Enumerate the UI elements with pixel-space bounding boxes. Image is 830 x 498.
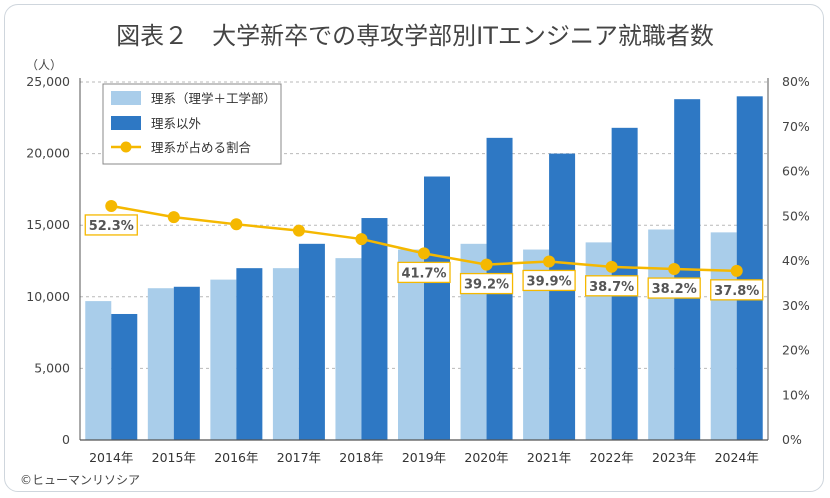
ratio-label-box	[459, 272, 514, 295]
y-left-tick-label: 10,000	[26, 289, 70, 304]
x-tick-label: 2020年	[464, 450, 508, 465]
ratio-data-label: 37.8%	[714, 284, 759, 299]
ratio-point	[292, 224, 305, 237]
x-tick-label: 2022年	[589, 450, 633, 465]
ratio-data-label: 52.3%	[89, 219, 134, 234]
y-right-tick-label: 10%	[782, 387, 810, 402]
legend-point-ratio	[120, 141, 132, 153]
bar-non-rikei	[549, 153, 576, 440]
legend-label: 理系以外	[151, 116, 202, 131]
ratio-point	[480, 258, 493, 271]
y-right-tick-label: 80%	[782, 74, 810, 89]
bar-rikei	[147, 288, 174, 440]
ratio-data-label: 39.2%	[464, 278, 509, 293]
ratio-point	[418, 247, 430, 260]
bar-non-rikei	[424, 176, 450, 440]
y-right-tick-label: 30%	[782, 298, 810, 313]
ratio-label-box	[647, 277, 701, 299]
ratio-data-label: 38.2%	[652, 282, 697, 297]
legend-swatch-non-rikei	[111, 116, 141, 130]
bar-rikei	[648, 229, 675, 440]
x-tick-label: 2015年	[152, 450, 196, 465]
bar-rikei	[335, 258, 362, 440]
x-tick-label: 2024年	[715, 450, 759, 465]
y-right-tick-label: 20%	[782, 343, 810, 358]
y-right-tick-label: 50%	[782, 208, 810, 223]
y-left-tick-label: 0	[62, 432, 70, 447]
ratio-label-box	[710, 279, 764, 301]
ratio-label-box	[522, 269, 576, 292]
y-left-tick-label: 15,000	[26, 217, 70, 232]
credit-text: ©ヒューマンリソシア	[20, 473, 140, 487]
y-left-tick-label: 5,000	[34, 360, 70, 375]
y-left-tick-label: 25,000	[26, 74, 70, 89]
ratio-label-box	[397, 261, 451, 284]
ratio-label-box	[84, 214, 138, 236]
legend-swatch-rikei	[111, 91, 141, 105]
bar-rikei	[210, 279, 237, 440]
legend-label: 理系が占める割合	[151, 140, 252, 155]
y-left-tick-label: 20,000	[26, 146, 70, 161]
ratio-line: 52.3% 41.7% 39.2% 39.9% 38.7% 38.2% 37.8%	[84, 199, 764, 301]
ratio-point	[668, 263, 681, 276]
bar-non-rikei	[173, 286, 200, 440]
y-right-tick-label: 70%	[782, 119, 810, 134]
bar-rikei	[272, 268, 299, 440]
bar-non-rikei	[361, 218, 388, 440]
y-axis-label: （人）	[26, 58, 62, 72]
bar-rikei	[85, 301, 112, 440]
y-right-tick-label: 40%	[782, 253, 810, 268]
ratio-point	[605, 260, 618, 273]
y-right-tick-label: 60%	[782, 164, 810, 179]
ratio-point	[730, 264, 743, 277]
ratio-point	[105, 199, 118, 212]
ratio-point	[543, 255, 556, 268]
x-tick-label: 2017年	[277, 450, 321, 465]
ratio-point	[230, 218, 243, 231]
ratio-data-label: 39.9%	[527, 274, 572, 289]
x-tick-label: 2019年	[402, 450, 446, 465]
bar-rikei	[710, 232, 737, 440]
ratio-data-label: 38.7%	[589, 280, 634, 295]
x-tick-label: 2023年	[652, 450, 696, 465]
legend-label: 理系（理学＋工学部）	[151, 91, 276, 106]
bar-non-rikei	[236, 268, 263, 440]
bar-non-rikei	[111, 313, 138, 440]
x-tick-label: 2018年	[339, 450, 383, 465]
chart-title: 図表２ 大学新卒での専攻学部別ITエンジニア就職者数	[116, 22, 714, 50]
bar-rikei	[585, 242, 612, 440]
axes: 0 5,000 10,000 15,000 20,000 25,000 0% 10% 20% 30…	[26, 74, 810, 465]
bar-non-rikei	[298, 243, 325, 440]
x-tick-label: 2014年	[89, 450, 133, 465]
ratio-point	[355, 233, 368, 246]
y-right-tick-label: 0%	[782, 432, 802, 447]
x-tick-label: 2016年	[214, 450, 258, 465]
ratio-data-label: 41.7%	[401, 266, 446, 281]
ratio-label-box	[584, 275, 639, 297]
ratio-point	[167, 211, 180, 224]
x-tick-label: 2021年	[527, 450, 571, 465]
